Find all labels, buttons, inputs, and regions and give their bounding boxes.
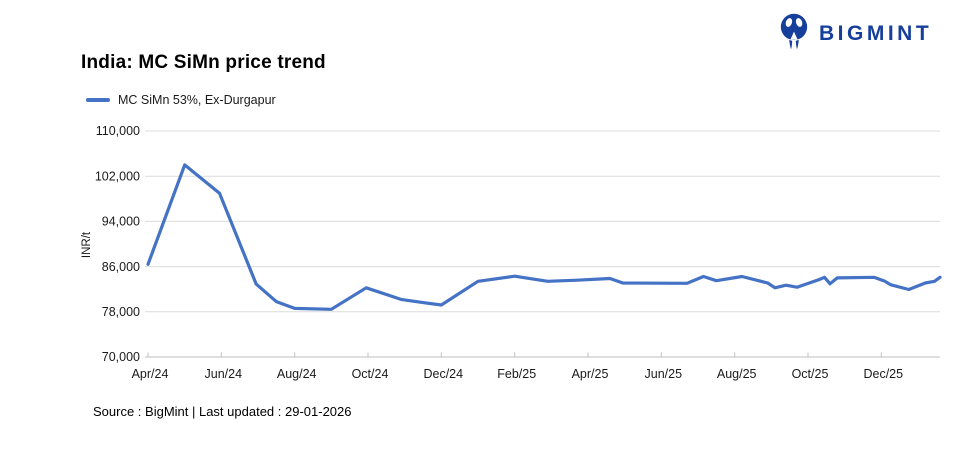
y-tick-label: 78,000 — [102, 305, 140, 319]
price-line-mc-simn — [146, 163, 942, 311]
y-tick-label: 110,000 — [96, 124, 140, 138]
legend-line-swatch — [86, 98, 110, 102]
x-tick-label: Oct/24 — [352, 367, 389, 381]
bigmint-logo-text: BIGMINT — [819, 21, 933, 45]
chart-legend: MC SiMn 53%, Ex-Durgapur — [86, 93, 276, 107]
legend-label: MC SiMn 53%, Ex-Durgapur — [118, 93, 276, 107]
source-note: Source : BigMint | Last updated : 29-01-… — [93, 404, 352, 419]
y-tick-label: 102,000 — [95, 169, 140, 183]
y-tick-label: 86,000 — [102, 260, 140, 274]
x-tick-label: Dec/25 — [863, 367, 903, 381]
x-tick-label: Aug/24 — [277, 367, 317, 381]
chart-title: India: MC SiMn price trend — [81, 52, 326, 73]
x-tick-label: Aug/25 — [717, 367, 757, 381]
bigmint-mascot-icon — [780, 13, 808, 50]
y-tick-label: 94,000 — [102, 215, 140, 229]
y-axis-title: INR/t — [81, 231, 93, 258]
x-tick-label: Jun/25 — [645, 367, 683, 381]
y-tick-label: 70,000 — [102, 350, 140, 364]
x-tick-label: Feb/25 — [497, 367, 536, 381]
x-tick-label: Oct/25 — [792, 367, 829, 381]
bigmint-logo: BIGMINT — [778, 12, 932, 54]
x-tick-label: Jun/24 — [205, 367, 243, 381]
x-tick-label: Apr/24 — [132, 367, 169, 381]
x-tick-label: Apr/25 — [572, 367, 609, 381]
x-tick-label: Dec/24 — [423, 367, 463, 381]
